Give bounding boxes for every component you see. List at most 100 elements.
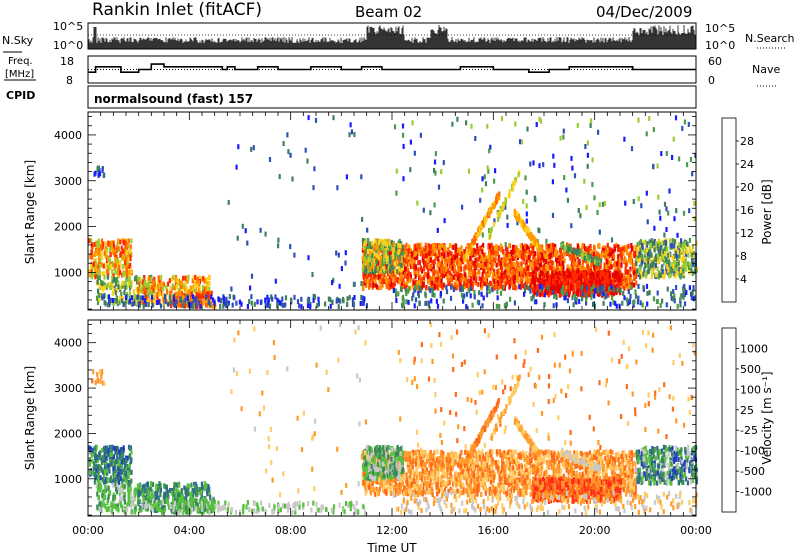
heatmap-cell — [597, 129, 600, 135]
heatmap-cell — [502, 258, 505, 264]
heatmap-cell — [501, 265, 504, 270]
heatmap-cell — [182, 299, 185, 305]
heatmap-cell — [100, 279, 103, 285]
heatmap-cell — [590, 287, 593, 292]
heatmap-cell — [276, 297, 279, 303]
heatmap-cell — [235, 300, 238, 306]
heatmap-cell — [490, 249, 493, 255]
heatmap-cell — [685, 290, 688, 295]
heatmap-cell — [101, 295, 104, 301]
heatmap-cell — [504, 269, 507, 275]
heatmap-cell — [111, 260, 114, 266]
heatmap-cell — [629, 258, 632, 264]
heatmap-cell — [449, 254, 452, 260]
heatmap-cell — [427, 247, 430, 253]
heatmap-cell — [153, 292, 156, 298]
heatmap-cell — [513, 262, 516, 267]
heatmap-cell — [572, 290, 575, 296]
heatmap-cell — [324, 301, 327, 307]
heatmap-cell — [543, 292, 546, 298]
heatmap-cell — [160, 274, 163, 280]
heatmap-cell — [194, 299, 197, 305]
heatmap-cell — [173, 285, 176, 291]
heatmap-cell — [534, 266, 537, 272]
heatmap-cell — [617, 253, 620, 259]
heatmap-cell — [547, 285, 550, 291]
heatmap-cell — [208, 275, 211, 280]
heatmap-cell — [524, 283, 527, 289]
heatmap-cell — [436, 253, 439, 259]
heatmap-cell — [531, 248, 534, 254]
heatmap-cell — [146, 298, 149, 303]
heatmap-cell — [688, 285, 691, 291]
heatmap-cell — [97, 238, 100, 244]
heatmap-cell — [604, 245, 607, 251]
heatmap-cell — [517, 248, 520, 253]
heatmap-cell — [470, 259, 473, 265]
heatmap-cell — [644, 263, 647, 269]
heatmap-cell — [552, 273, 555, 279]
heatmap-cell — [517, 252, 520, 258]
heatmap-cell — [561, 270, 564, 276]
heatmap-cell — [112, 241, 115, 247]
heatmap-cell — [111, 243, 114, 249]
heatmap-cell — [552, 269, 556, 275]
heatmap-cell — [468, 284, 471, 290]
heatmap-cell — [592, 277, 595, 283]
heatmap-cell — [564, 292, 567, 298]
heatmap-cell — [133, 300, 136, 306]
heatmap-cell — [637, 253, 640, 259]
heatmap-cell — [423, 271, 426, 277]
heatmap-cell — [634, 253, 637, 259]
heatmap-cell — [571, 256, 574, 262]
heatmap-cell — [564, 276, 567, 282]
heatmap-cell — [574, 272, 577, 278]
heatmap-cell — [338, 283, 341, 289]
heatmap-cell — [405, 256, 408, 262]
heatmap-cell — [92, 272, 95, 278]
heatmap-cell — [579, 270, 582, 276]
heatmap-cell — [344, 250, 347, 256]
heatmap-cell — [102, 294, 106, 300]
heatmap-cell — [564, 271, 567, 277]
heatmap-cell — [369, 260, 372, 266]
heatmap-cell — [561, 273, 564, 279]
heatmap-cell — [433, 159, 437, 165]
heatmap-cell — [184, 298, 187, 303]
heatmap-cell — [542, 265, 545, 271]
heatmap-cell — [523, 291, 526, 297]
heatmap-cell — [510, 251, 513, 257]
heatmap-cell — [424, 242, 427, 248]
heatmap-cell — [130, 268, 133, 274]
heatmap-cell — [429, 282, 433, 287]
heatmap-cell — [420, 268, 424, 274]
heatmap-cell — [515, 248, 518, 254]
heatmap-cell — [664, 251, 667, 257]
heatmap-cell — [466, 264, 469, 270]
heatmap-cell — [145, 283, 148, 288]
heatmap-cell — [553, 290, 557, 296]
heatmap-cell — [400, 277, 403, 283]
heatmap-cell — [122, 302, 125, 308]
heatmap-cell — [646, 251, 650, 257]
heatmap-cell — [493, 285, 496, 291]
cpid-value: normalsound (fast) 157 — [94, 92, 253, 106]
freq-left-tick-top: 18 — [60, 55, 74, 68]
heatmap-cell — [366, 249, 370, 254]
heatmap-cell — [536, 266, 539, 272]
heatmap-cell — [427, 300, 430, 306]
heatmap-cell — [522, 272, 525, 278]
heatmap-cell — [98, 282, 101, 288]
heatmap-cell — [479, 262, 482, 268]
heatmap-cell — [97, 262, 100, 268]
heatmap-cell — [534, 270, 537, 276]
heatmap-cell — [617, 265, 621, 271]
heatmap-cell — [373, 243, 376, 249]
heatmap-cell — [582, 271, 585, 277]
heatmap-cell — [609, 279, 612, 285]
heatmap-cell — [554, 243, 557, 249]
heatmap-cell — [136, 291, 140, 297]
heatmap-cell — [552, 277, 555, 283]
heatmap-cell — [666, 264, 669, 270]
heatmap-cell — [404, 257, 407, 263]
